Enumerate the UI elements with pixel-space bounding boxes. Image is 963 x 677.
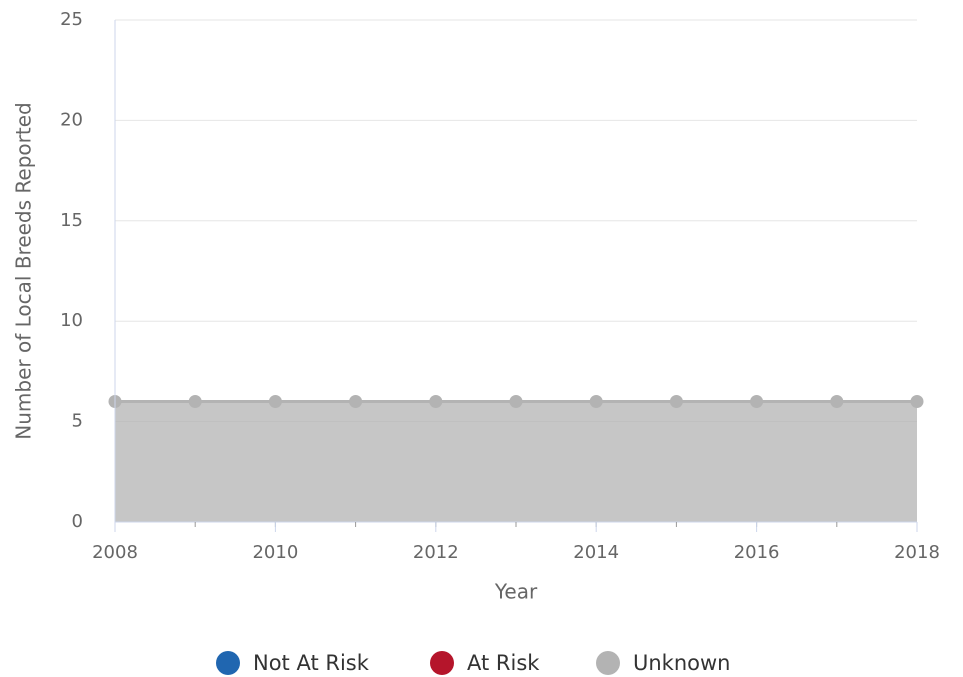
- marker: [429, 395, 443, 409]
- marker: [509, 395, 523, 409]
- x-tick-label: 2014: [573, 542, 619, 563]
- legend-label: Unknown: [633, 651, 730, 675]
- area: [115, 401, 917, 522]
- marker: [268, 395, 282, 409]
- marker: [589, 395, 603, 409]
- marker: [188, 395, 202, 409]
- marker: [910, 395, 924, 409]
- x-tick-label: 2016: [734, 542, 780, 563]
- marker: [669, 395, 683, 409]
- marker: [830, 395, 844, 409]
- legend-marker: [430, 651, 454, 675]
- legend: Not At Risk At Risk Unknown: [216, 651, 730, 675]
- legend-label: At Risk: [467, 651, 540, 675]
- marker: [349, 395, 363, 409]
- legend-label: Not At Risk: [253, 651, 370, 675]
- y-tick-label: 10: [60, 310, 83, 331]
- x-tick-label: 2018: [894, 542, 940, 563]
- y-tick-label: 25: [60, 9, 83, 30]
- marker: [750, 395, 764, 409]
- x-tick-label: 2012: [413, 542, 459, 563]
- x-tick-label: 2010: [252, 542, 298, 563]
- x-tick-label: 2008: [92, 542, 138, 563]
- y-tick-label: 5: [72, 411, 83, 432]
- y-tick-label: 15: [60, 210, 83, 231]
- x-axis-title: Year: [494, 580, 538, 604]
- legend-marker: [216, 651, 240, 675]
- y-tick-label: 20: [60, 109, 83, 130]
- legend-marker: [596, 651, 620, 675]
- y-tick-label: 0: [72, 511, 83, 532]
- y-axis-title: Number of Local Breeds Reported: [12, 102, 36, 439]
